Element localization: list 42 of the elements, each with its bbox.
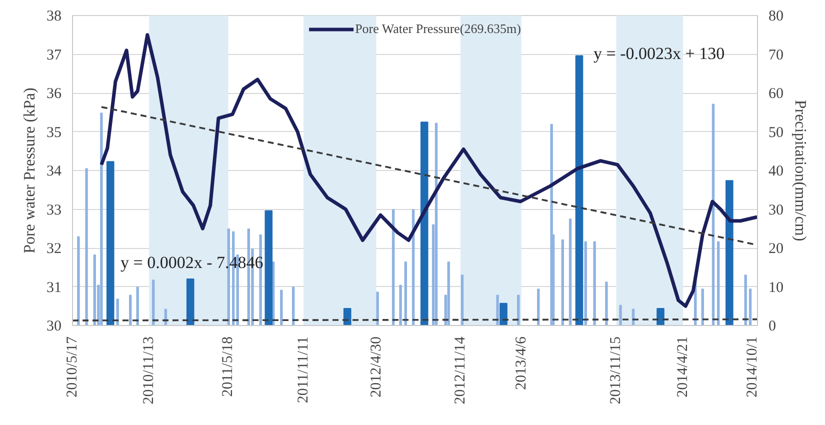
annotation: y = -0.0023x + 130 — [594, 44, 725, 63]
bar — [186, 278, 194, 326]
y-tick-label: 34 — [46, 164, 62, 180]
y2-axis-title: Precipitation(mm/cm) — [792, 100, 808, 242]
x-tick-label: 2010/11/13 — [141, 336, 158, 404]
x-tick-label: 2011/5/18 — [220, 336, 236, 397]
x-tick-label: 2012/11/14 — [452, 336, 469, 404]
y-tick-label: 38 — [46, 8, 62, 24]
bar — [343, 308, 352, 326]
y2-tick-label: 30 — [768, 202, 784, 218]
y-tick-label: 33 — [46, 202, 62, 218]
y2-tick-label: 60 — [768, 86, 784, 102]
x-tick-label: 2013/4/6 — [513, 336, 530, 390]
y-tick-label: 31 — [46, 280, 62, 296]
bar — [106, 161, 114, 326]
y-tick-label: 32 — [46, 241, 62, 257]
x-tick-label: 2013/11/15 — [608, 336, 624, 404]
y-tick-label: 35 — [46, 124, 62, 141]
x-tick-label: 2014/10/1 — [744, 336, 760, 398]
legend-label: Pore Water Pressure(269.635m) — [355, 21, 521, 37]
x-tick-label: 2011/11/11 — [296, 336, 312, 404]
bar — [726, 180, 734, 326]
bar — [656, 308, 664, 326]
bar — [264, 210, 273, 326]
bar — [575, 55, 584, 326]
y2-tick-label: 20 — [768, 241, 784, 257]
y-tick-label: 30 — [46, 318, 62, 334]
y-tick-label: 37 — [46, 47, 62, 64]
y2-tick-label: 70 — [768, 47, 784, 64]
y2-tick-label: 50 — [768, 124, 784, 141]
bar — [420, 122, 428, 326]
bar — [500, 302, 508, 326]
x-tick-label: 2012/4/30 — [368, 336, 384, 398]
annotation: y = 0.0002x - 7.4846 — [120, 253, 264, 272]
y2-tick-label: 0 — [768, 318, 776, 334]
y-tick-label: 36 — [46, 86, 62, 102]
y-axis-title: Pore water Pressure (kPa) — [22, 88, 38, 254]
y2-tick-label: 10 — [768, 280, 784, 296]
x-tick-label: 2014/4/21 — [675, 336, 692, 398]
y2-tick-label: 80 — [768, 8, 784, 24]
x-tick-label: 2010/5/17 — [64, 336, 80, 398]
y2-tick-label: 40 — [768, 164, 784, 180]
